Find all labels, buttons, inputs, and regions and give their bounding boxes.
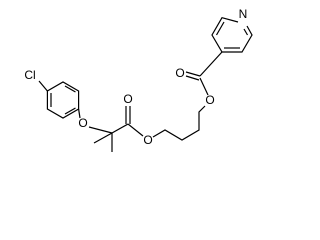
atom-label: Cl: [24, 68, 35, 82]
methyl-bond: [93, 132, 113, 144]
atom-label: O: [205, 93, 214, 107]
atom-label: N: [239, 7, 248, 21]
c-c-bond: [111, 123, 129, 134]
c-cl-bond: [38, 80, 48, 92]
aromatic-bond: [215, 21, 225, 36]
bonds: [38, 17, 253, 152]
c-o-bond: [127, 123, 144, 137]
o-c-bond: [88, 126, 113, 134]
atom-label: O: [143, 133, 152, 147]
aromatic-bond: [243, 28, 249, 36]
atom-label: O: [175, 66, 184, 80]
pyridine-ring: [211, 17, 253, 53]
benzene-ring: [46, 81, 80, 119]
c-c-bond: [199, 51, 223, 77]
atom-label: O: [78, 116, 87, 130]
propyl-chain: [152, 105, 206, 141]
aromatic-bond: [64, 85, 76, 93]
c-o-bond: [78, 108, 81, 119]
atom-label: O: [123, 92, 132, 106]
aromatic-bond: [64, 107, 76, 115]
structure-diagram: Cl O O O O O N: [24, 7, 253, 152]
o-c-bond: [199, 77, 209, 96]
double-bond: [185, 75, 200, 81]
double-bond: [185, 71, 201, 77]
